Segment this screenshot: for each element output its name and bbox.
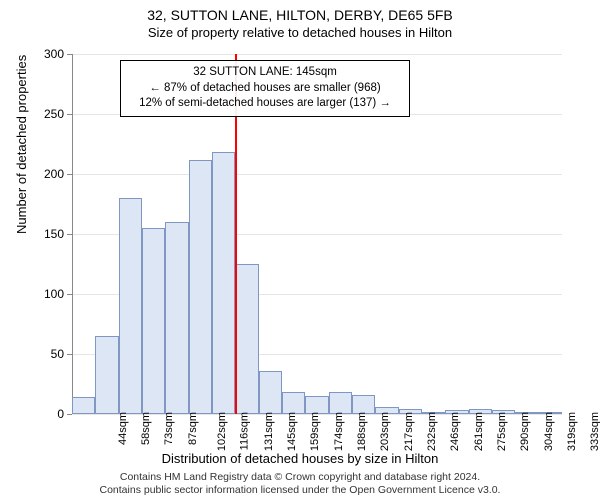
histogram-bar [119,198,142,414]
xtick-label: 145sqm [286,412,298,451]
info-box-line3: 12% of semi-detached houses are larger (… [127,96,403,112]
histogram-bar [282,392,305,414]
chart-title: 32, SUTTON LANE, HILTON, DERBY, DE65 5FB [0,0,600,25]
ytick-label: 100 [24,287,64,301]
histogram-bar [142,228,165,414]
xtick-label: 116sqm [239,412,251,450]
xtick-label: 275sqm [496,412,508,451]
xtick-label: 159sqm [309,412,321,451]
histogram-bar [189,160,212,414]
xtick-label: 131sqm [263,412,275,451]
ytick-label: 300 [24,47,64,61]
ytick-label: 0 [24,407,64,421]
histogram-bar [72,397,95,414]
histogram-bar [329,392,352,414]
histogram-bar [165,222,188,414]
xtick-label: 261sqm [473,412,485,451]
ytick-mark [67,414,72,415]
info-box-line1: 32 SUTTON LANE: 145sqm [127,65,403,81]
xtick-label: 73sqm [163,412,175,445]
y-axis-label: Number of detached properties [14,55,29,234]
info-box: 32 SUTTON LANE: 145sqm← 87% of detached … [120,60,410,117]
y-axis [72,54,73,414]
ytick-label: 200 [24,167,64,181]
x-axis-label: Distribution of detached houses by size … [0,451,600,466]
xtick-label: 174sqm [333,412,345,451]
footnote-line2: Contains public sector information licen… [100,484,501,496]
xtick-label: 290sqm [519,412,531,451]
xtick-label: 87sqm [187,412,199,445]
ytick-label: 250 [24,107,64,121]
xtick-label: 188sqm [356,412,368,451]
xtick-label: 58sqm [140,412,152,445]
xtick-label: 304sqm [543,412,555,451]
chart-subtitle: Size of property relative to detached ho… [0,25,600,40]
xtick-label: 232sqm [426,412,438,451]
xtick-label: 319sqm [566,412,578,451]
footnote-line1: Contains HM Land Registry data © Crown c… [120,471,480,483]
xtick-label: 246sqm [449,412,461,451]
chart-plot-area: 05010015020025030044sqm58sqm73sqm87sqm10… [72,54,562,414]
xtick-label: 44sqm [117,412,129,445]
xtick-label: 333sqm [589,412,600,451]
ytick-label: 50 [24,347,64,361]
xtick-label: 217sqm [403,412,415,451]
histogram-bar [95,336,118,414]
histogram-bar [235,264,258,414]
xtick-label: 102sqm [216,412,228,451]
footnote: Contains HM Land Registry data © Crown c… [0,471,600,497]
gridline [72,174,562,175]
info-box-line2: ← 87% of detached houses are smaller (96… [127,81,403,97]
histogram-bar [212,152,235,414]
xtick-label: 203sqm [379,412,391,451]
ytick-label: 150 [24,227,64,241]
gridline [72,54,562,55]
histogram-bar [259,371,282,414]
